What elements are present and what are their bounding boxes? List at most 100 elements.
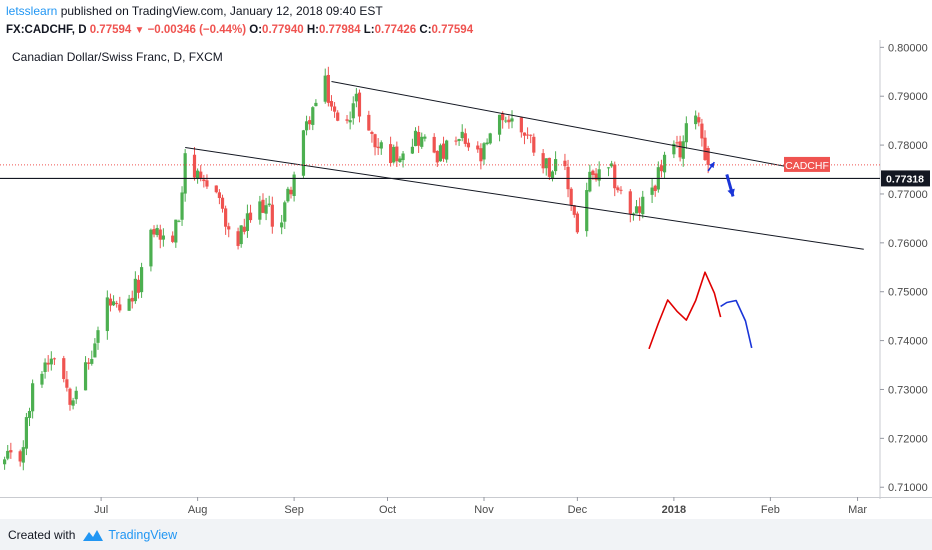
level-tag-bg <box>881 170 930 187</box>
y-tick-label: 0.77000 <box>888 189 928 201</box>
candle-up <box>133 278 137 302</box>
candle-up <box>610 163 614 167</box>
candle-up <box>127 298 131 311</box>
candle-down <box>87 362 91 364</box>
candle-down <box>248 212 253 221</box>
candle-down <box>217 192 222 199</box>
y-tick-label: 0.79000 <box>888 91 928 103</box>
open-label: O: <box>249 24 263 36</box>
candle-down <box>659 165 664 172</box>
candle-up <box>681 141 685 159</box>
tradingview-brand[interactable]: TradingView <box>108 527 178 542</box>
down-triangle-icon: ▼ <box>134 25 145 36</box>
author-link[interactable]: letsslearn <box>6 4 58 18</box>
candle-down <box>108 298 113 306</box>
published-text: published on TradingView.com, January 12… <box>60 4 383 18</box>
candle-up <box>323 75 327 102</box>
candle-up <box>684 123 688 143</box>
candle-up <box>504 120 508 122</box>
candle-up <box>304 121 309 131</box>
candle-down <box>454 140 458 142</box>
candle-up <box>413 130 418 147</box>
candle-up <box>83 362 88 391</box>
candle-down <box>136 279 141 293</box>
candle-down <box>519 117 523 133</box>
candle-up <box>351 103 355 119</box>
candle-down <box>158 229 162 240</box>
candle-down <box>52 358 57 360</box>
open-value: 0.77940 <box>262 24 304 36</box>
candle-down <box>532 136 536 153</box>
candle-up <box>488 133 492 144</box>
candle-down <box>466 142 471 148</box>
candle-down <box>220 197 225 209</box>
high-value: 0.77984 <box>318 24 361 36</box>
candle-down <box>575 213 579 233</box>
candle-up <box>438 145 443 162</box>
price-change: −0.00346 (−0.44%) <box>147 24 247 36</box>
candle-down <box>522 132 527 136</box>
candle-down <box>678 141 682 158</box>
candle-up <box>672 143 676 155</box>
symbol-tag-bg <box>784 156 830 172</box>
candle-up <box>155 228 159 236</box>
candle-up <box>286 188 290 202</box>
candle-up <box>149 229 153 267</box>
candle-up <box>314 102 318 107</box>
candle-down <box>476 145 480 150</box>
candle-down <box>261 199 265 213</box>
candle-up <box>258 201 262 220</box>
candle-down <box>616 187 620 191</box>
footer: Created with TradingView <box>0 519 932 550</box>
candle-up <box>585 190 589 232</box>
symbol-tag-label: CADCHF <box>785 160 829 172</box>
level-tag-label: 0.77318 <box>886 173 924 185</box>
candle-up <box>105 297 109 332</box>
x-tick-label: Mar <box>848 504 867 516</box>
candle-up <box>280 222 284 228</box>
x-tick-label: Sep <box>284 504 304 516</box>
candle-down <box>441 143 446 159</box>
price-chart[interactable]: Canadian Dollar/Swiss Franc, D, FXCM 0.80… <box>0 40 932 519</box>
candle-down <box>547 157 551 177</box>
candle-down <box>700 123 704 139</box>
lower-trendline <box>185 147 864 250</box>
candle-down <box>703 137 707 160</box>
x-tick-label: Dec <box>568 504 588 516</box>
candle-down <box>329 101 334 107</box>
created-with-text: Created with <box>8 527 76 542</box>
candle-down <box>9 450 13 453</box>
candle-up <box>634 206 639 214</box>
candle-down <box>118 304 122 311</box>
chart-title: Canadian Dollar/Swiss Franc, D, FXCM <box>12 50 223 64</box>
candle-down <box>236 231 240 246</box>
candle-up <box>445 140 449 160</box>
candle-up <box>139 267 144 293</box>
candle-down <box>376 146 380 149</box>
candle-down <box>675 142 679 144</box>
candle-up <box>183 153 187 194</box>
candle-up <box>267 203 271 206</box>
candle-down <box>130 297 134 302</box>
red-projection-path <box>648 271 722 350</box>
candle-up <box>264 205 268 214</box>
candle-down <box>373 134 377 148</box>
candle-up <box>301 130 306 176</box>
x-tick-label: Nov <box>474 504 494 516</box>
candle-up <box>379 142 383 149</box>
candle-up <box>71 400 75 406</box>
candle-up <box>74 390 78 400</box>
ohlc-legend: FX:CADCHF, D 0.77594 ▼ −0.00346 (−0.44%)… <box>6 24 473 36</box>
candle-down <box>591 170 595 175</box>
candle-up <box>90 359 94 364</box>
candle-down <box>192 154 197 178</box>
small-up-arrow-head <box>708 162 715 169</box>
candle-down <box>214 185 218 193</box>
high-label: H: <box>306 24 319 36</box>
candle-up <box>93 343 97 358</box>
candle-up <box>597 169 601 181</box>
candle-down <box>326 74 330 103</box>
candle-up <box>292 174 296 197</box>
candle-up <box>423 136 427 139</box>
candle-down <box>199 171 203 179</box>
